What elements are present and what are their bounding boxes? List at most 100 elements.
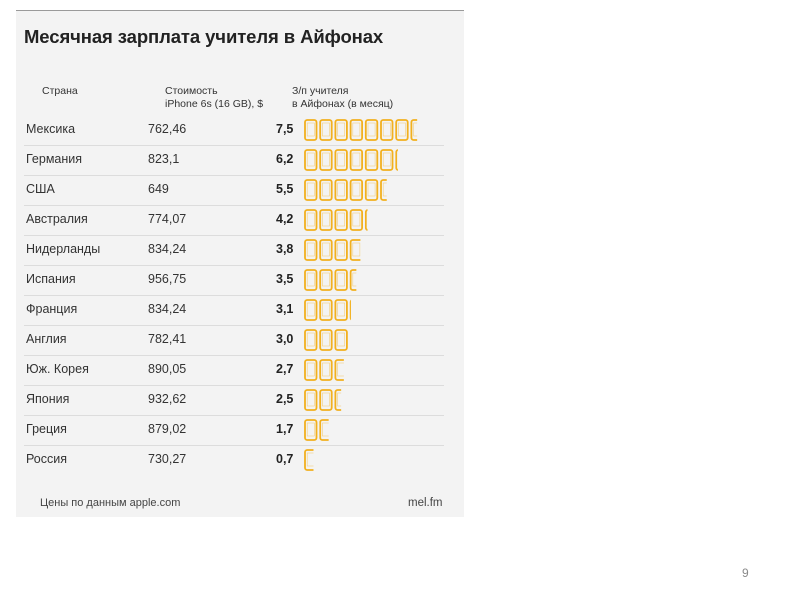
price-cell: 782,41: [148, 332, 187, 346]
table-row: Франция 834,24 3,1: [24, 296, 444, 326]
iphone-icon: [304, 239, 318, 261]
country-cell: Германия: [26, 152, 83, 166]
country-cell: Испания: [26, 272, 76, 286]
iphone-icon: [349, 119, 363, 141]
iphone-icon: [380, 119, 394, 141]
row-divider: [24, 325, 444, 326]
iphone-bar: [304, 179, 387, 201]
chart-title: Месячная зарплата учителя в Айфонах: [24, 26, 384, 47]
iphone-icon: [334, 119, 348, 141]
row-divider: [24, 205, 444, 206]
ratio-cell: 4,2: [276, 212, 294, 226]
country-cell: США: [26, 182, 55, 196]
iphone-icon: [349, 149, 363, 171]
price-cell: 649: [148, 182, 169, 196]
iphone-icon: [304, 329, 318, 351]
table-row: Россия 730,27 0,7: [24, 446, 444, 476]
ratio-cell: 6,2: [276, 152, 294, 166]
ratio-cell: 2,5: [276, 392, 294, 406]
brand-label: mel.fm: [408, 497, 443, 509]
iphone-icon: [319, 299, 333, 321]
iphone-icon: [319, 359, 333, 381]
partial-iphone-icon: [349, 269, 357, 291]
iphone-icon: [395, 119, 409, 141]
row-divider: [24, 265, 444, 266]
iphone-bar: [304, 119, 418, 141]
iphone-icon: [304, 179, 318, 201]
price-cell: 834,24: [148, 242, 187, 256]
iphone-icon: [304, 359, 318, 381]
iphone-bar: [304, 149, 398, 171]
iphone-icon: [319, 269, 333, 291]
price-cell: 879,02: [148, 422, 187, 436]
iphone-icon: [334, 209, 348, 231]
table-row: США 649 5,5: [24, 176, 444, 206]
partial-iphone-icon: [334, 389, 342, 411]
country-cell: Юж. Корея: [26, 362, 89, 376]
row-divider: [24, 385, 444, 386]
page-number: 9: [742, 566, 749, 580]
ratio-cell: 3,1: [276, 302, 294, 316]
partial-iphone-icon: [349, 299, 351, 321]
iphone-icon: [334, 329, 348, 351]
iphone-icon: [364, 119, 379, 141]
iphone-icon: [304, 299, 318, 321]
iphone-icon: [349, 179, 363, 201]
partial-iphone-icon: [334, 359, 344, 381]
iphone-icon: [334, 149, 348, 171]
partial-iphone-icon: [410, 119, 418, 141]
partial-iphone-icon: [364, 209, 368, 231]
source-note: Цены по данным apple.com: [40, 497, 181, 509]
iphone-icon: [304, 419, 318, 441]
iphone-icon: [334, 179, 348, 201]
country-cell: Греция: [26, 422, 67, 436]
table-row: Испания 956,75 3,5: [24, 266, 444, 296]
iphone-icon: [364, 149, 379, 171]
table-row: Юж. Корея 890,05 2,7: [24, 356, 444, 386]
price-cell: 956,75: [148, 272, 187, 286]
slide-top-rule: [16, 10, 464, 11]
country-cell: Япония: [26, 392, 70, 406]
iphone-icon: [319, 389, 333, 411]
iphone-icon: [364, 179, 379, 201]
table-row: Мексика 762,46 7,5: [24, 116, 444, 146]
country-cell: Мексика: [26, 122, 76, 136]
iphone-icon: [319, 329, 333, 351]
infographic: [16, 11, 464, 517]
row-divider: [24, 355, 444, 356]
price-cell: 890,05: [148, 362, 187, 376]
iphone-icon: [304, 119, 318, 141]
partial-iphone-icon: [304, 449, 314, 471]
ratio-cell: 0,7: [276, 452, 294, 466]
table-row: Англия 782,41 3,0: [24, 326, 444, 356]
iphone-icon: [319, 209, 333, 231]
iphone-icon: [304, 149, 318, 171]
partial-iphone-icon: [395, 149, 398, 171]
ratio-cell: 3,0: [276, 332, 294, 346]
price-cell: 774,07: [148, 212, 187, 226]
row-divider: [24, 145, 444, 146]
iphone-bar: [304, 239, 361, 261]
row-divider: [24, 445, 444, 446]
iphone-bar: [304, 389, 342, 411]
iphone-icon: [304, 389, 318, 411]
row-divider: [24, 295, 444, 296]
column-header-ratio: З/п учителя в Айфонах (в месяц): [292, 85, 394, 110]
iphone-icon: [319, 239, 333, 261]
price-cell: 932,62: [148, 392, 187, 406]
table-row: Греция 879,02 1,7: [24, 416, 444, 446]
ratio-cell: 3,5: [276, 272, 294, 286]
iphone-bar: [304, 419, 329, 441]
ratio-cell: 2,7: [276, 362, 294, 376]
iphone-icon: [334, 299, 348, 321]
iphone-bar: [304, 299, 351, 321]
iphone-bar: [304, 359, 344, 381]
column-header-price: Стоимость iPhone 6s (16 GB), $: [165, 85, 264, 110]
row-divider: [24, 175, 444, 176]
iphone-icon: [304, 269, 318, 291]
partial-iphone-icon: [380, 179, 387, 201]
partial-iphone-icon: [319, 419, 329, 441]
row-divider: [24, 235, 444, 236]
ratio-cell: 5,5: [276, 182, 294, 196]
price-cell: 730,27: [148, 452, 187, 466]
